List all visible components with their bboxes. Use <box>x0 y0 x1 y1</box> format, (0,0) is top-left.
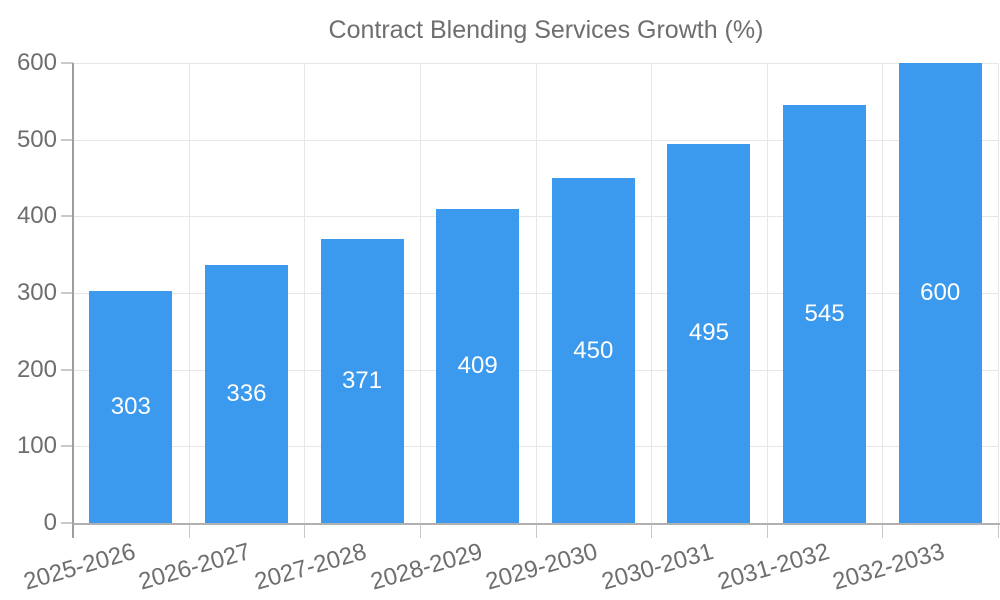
bar <box>320 238 404 523</box>
bar <box>783 105 867 523</box>
bar-value-label: 450 <box>573 336 614 364</box>
x-axis-tick <box>535 523 537 538</box>
chart-legend: Contract Blending Services Growth (%) <box>0 16 1000 45</box>
y-axis-tick <box>61 292 73 294</box>
y-axis-line <box>72 63 74 523</box>
y-axis-tick <box>61 522 73 524</box>
x-tick-label: 2026-2027 <box>136 538 254 596</box>
bar-value-label: 371 <box>342 366 383 394</box>
y-axis-tick <box>61 445 73 448</box>
bar-value-label: 600 <box>920 279 961 306</box>
x-tick-label: 2028-2029 <box>367 538 486 596</box>
x-axis-tick <box>998 523 999 538</box>
gridline-vertical <box>651 63 653 523</box>
x-axis-tick <box>419 523 421 538</box>
bar <box>667 143 751 523</box>
y-tick-label: 400 <box>16 202 57 230</box>
x-axis-tick <box>882 523 884 538</box>
y-axis-tick <box>61 215 73 218</box>
bar-value-label: 495 <box>688 319 729 347</box>
gridline-horizontal <box>61 446 998 448</box>
x-axis-tick <box>72 523 74 538</box>
gridline-horizontal <box>61 139 998 141</box>
gridline-vertical <box>998 63 999 523</box>
bar <box>551 178 635 523</box>
bar <box>898 63 982 523</box>
bar <box>204 265 288 523</box>
gridline-vertical <box>188 63 190 523</box>
gridline-vertical <box>304 63 306 523</box>
y-axis-tick <box>61 138 73 141</box>
bar-value-label: 303 <box>110 392 151 420</box>
x-axis-tick <box>651 523 653 538</box>
x-tick-label: 2032-2033 <box>829 538 948 596</box>
bar-value-label: 336 <box>226 380 267 408</box>
y-axis-tick <box>61 62 73 64</box>
y-tick-label: 600 <box>16 49 57 76</box>
gridline-vertical <box>535 63 537 523</box>
gridline-horizontal <box>61 216 998 218</box>
x-tick-label: 2025-2026 <box>20 538 139 596</box>
gridline-vertical <box>882 63 884 523</box>
gridline-horizontal <box>61 369 998 371</box>
x-tick-label: 2027-2028 <box>251 538 370 596</box>
y-axis-tick <box>61 368 73 371</box>
gridline-vertical <box>766 63 768 523</box>
bar-value-label: 409 <box>457 352 498 380</box>
gridline-horizontal <box>61 293 998 294</box>
x-axis-tick <box>188 523 190 538</box>
x-tick-label: 2031-2032 <box>714 538 833 596</box>
x-axis-tick <box>304 523 306 538</box>
bar <box>436 209 520 523</box>
legend-item[interactable]: Contract Blending Services Growth (%) <box>237 16 764 45</box>
y-tick-label: 0 <box>43 509 57 536</box>
y-tick-label: 500 <box>16 125 57 153</box>
x-axis-tick <box>766 523 768 538</box>
x-tick-label: 2029-2030 <box>482 538 601 596</box>
gridline-horizontal <box>61 63 998 64</box>
gridline-vertical <box>419 63 421 523</box>
y-tick-label: 300 <box>16 279 57 306</box>
x-tick-label: 2030-2031 <box>598 538 717 596</box>
bar-value-label: 545 <box>804 300 845 328</box>
bar <box>89 290 173 523</box>
y-tick-label: 200 <box>16 355 57 383</box>
x-axis-line <box>73 523 1000 525</box>
legend-label: Contract Blending Services Growth (%) <box>328 16 764 44</box>
y-tick-label: 100 <box>16 432 57 460</box>
